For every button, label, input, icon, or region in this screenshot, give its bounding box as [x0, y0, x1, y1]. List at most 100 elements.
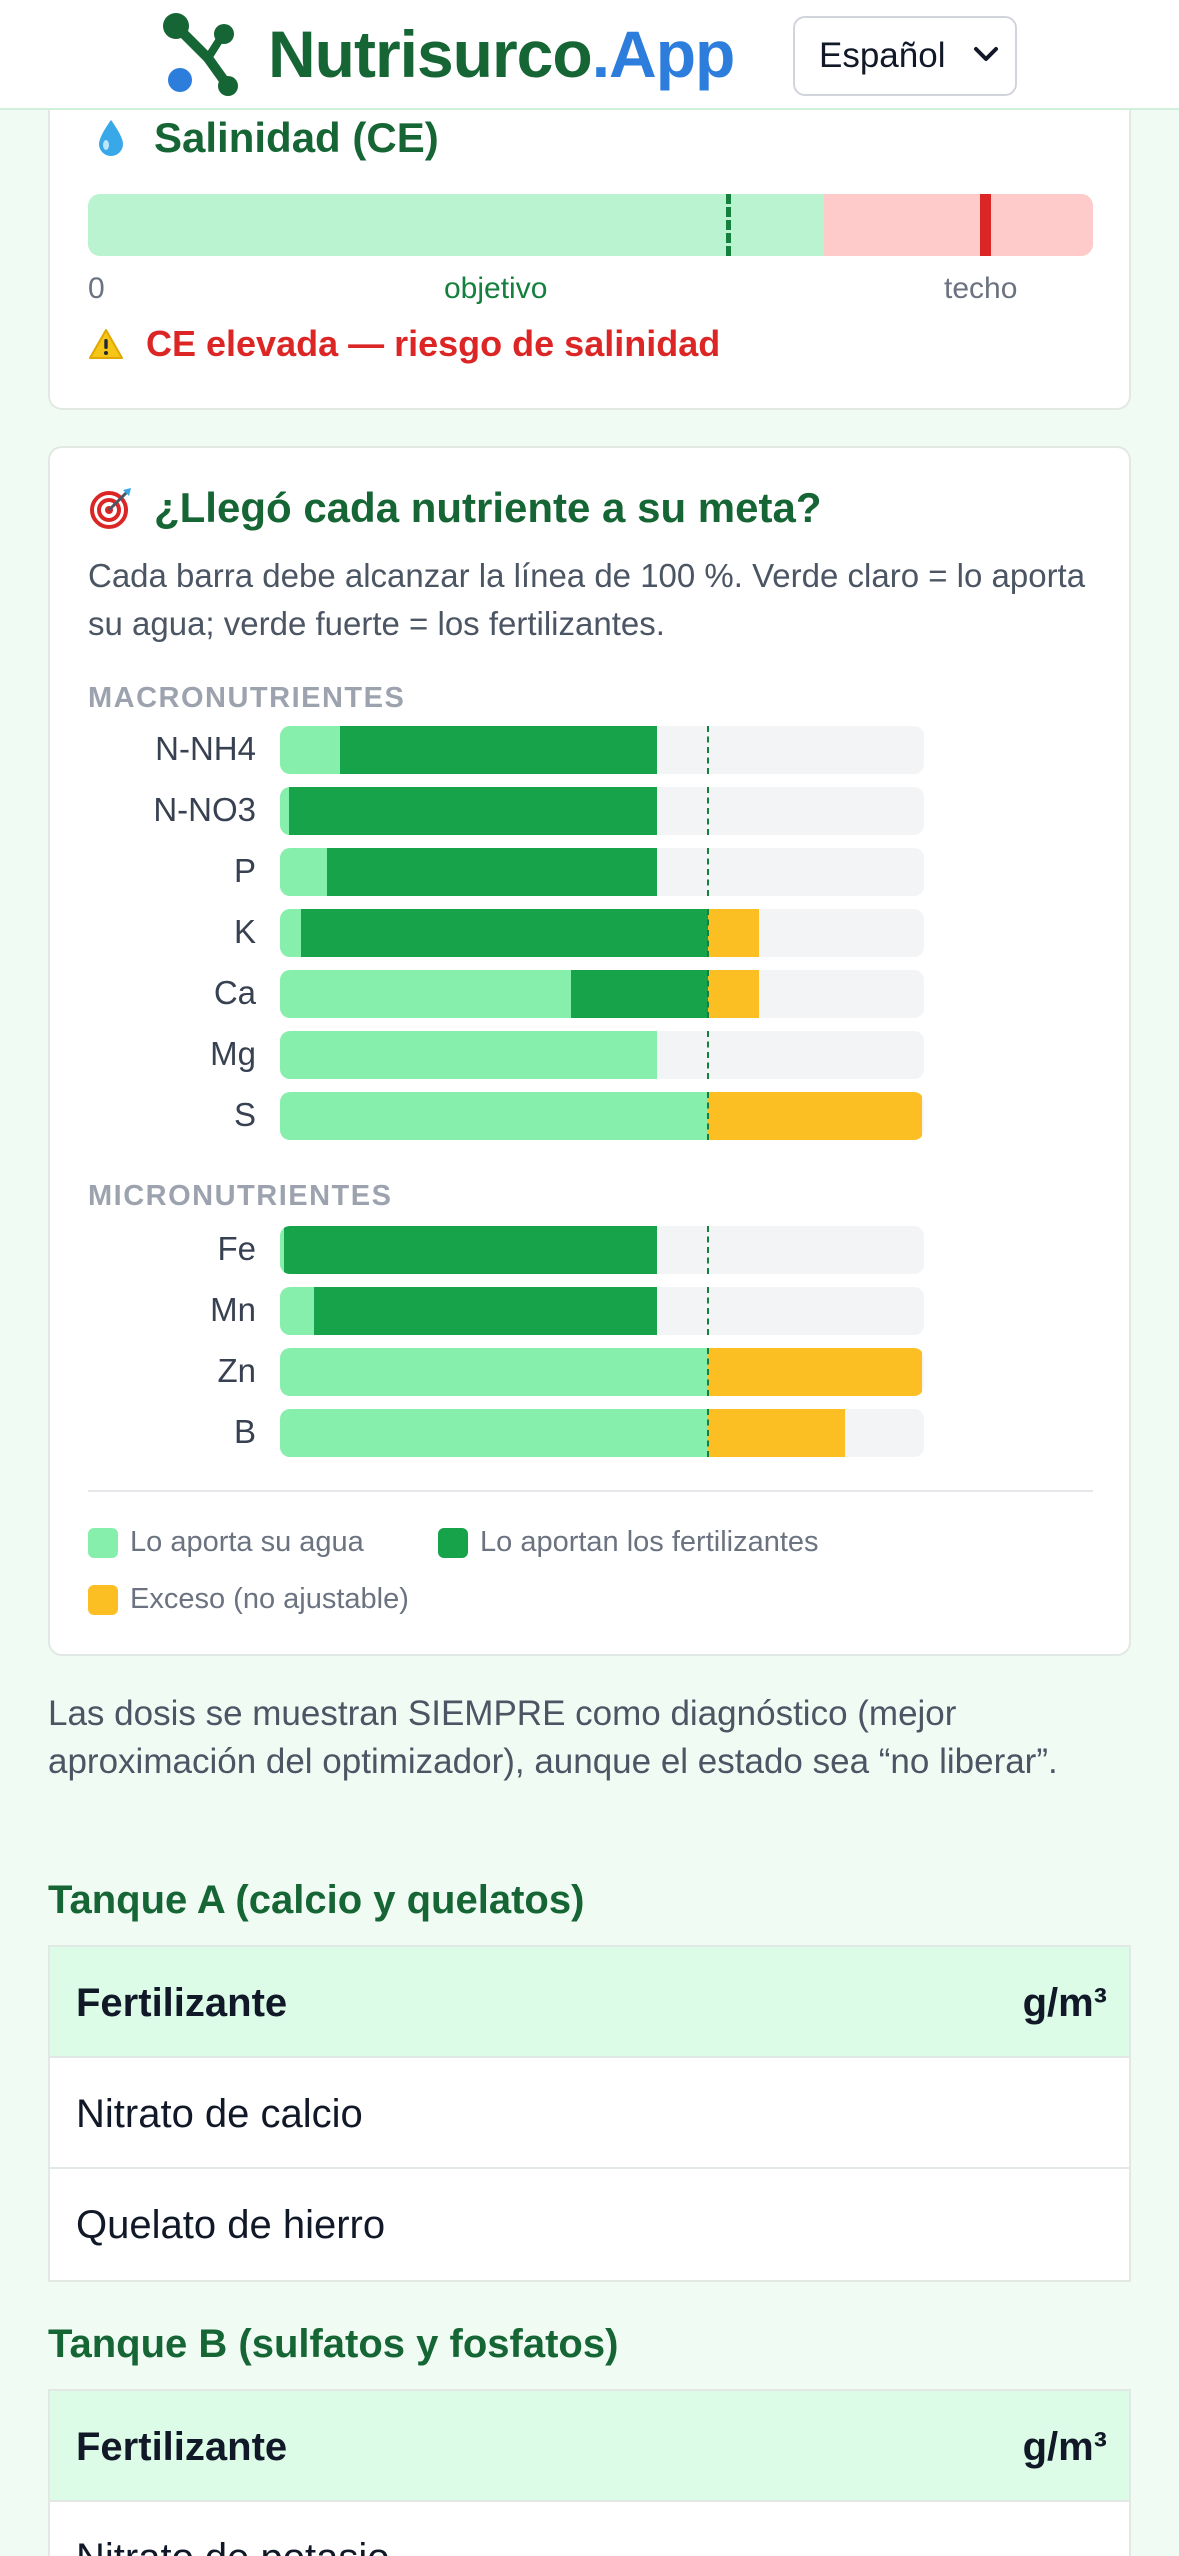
water-contribution-bar: [280, 1409, 708, 1457]
excess-bar: [708, 1348, 922, 1396]
brand-name[interactable]: Nutrisurco.App: [268, 14, 736, 94]
salinity-bar: [88, 194, 1093, 256]
target-100-line: [707, 1409, 709, 1457]
target-100-line: [707, 1287, 709, 1335]
target-100-line: [707, 1031, 709, 1079]
target-100-line: [707, 970, 709, 1018]
nutrient-label: B: [233, 1413, 256, 1450]
salinity-danger-zone: [823, 194, 1093, 256]
salinity-label-zero: 0: [88, 272, 105, 305]
tank-b-title: Tanque B (sulfatos y fosfatos): [48, 2322, 619, 2366]
nutrient-bar-track: [280, 1226, 924, 1274]
table-row: Quelato de hierro: [50, 2169, 1129, 2280]
fertilizer-name: Quelato de hierro: [76, 2203, 386, 2247]
table-row: Nitrato de calcio: [50, 2058, 1129, 2169]
nutrient-row-k: K: [50, 909, 1133, 957]
micronutrients-heading: MICRONUTRIENTES: [88, 1180, 393, 1212]
diagnostic-note: Las dosis se muestran SIEMPRE como diagn…: [48, 1694, 1058, 1781]
nutrient-label: Mn: [210, 1291, 256, 1328]
legend-excess-label: Exceso (no ajustable): [130, 1583, 409, 1615]
fertilizer-contribution-bar: [288, 787, 657, 835]
nutrient-bar-track: [280, 970, 924, 1018]
chevron-down-icon: [974, 47, 998, 61]
nutrient-row-mn: Mn: [50, 1287, 1133, 1335]
target-100-line: [707, 1348, 709, 1396]
nutrient-goal-card: ¿Llegó cada nutriente a su meta? Cada ba…: [48, 446, 1131, 1656]
nutrient-row-ca: Ca: [50, 970, 1133, 1018]
water-contribution-bar: [280, 787, 289, 835]
nutrient-row-n-nh4: N-NH4: [50, 726, 1133, 774]
nutrient-bar-track: [280, 848, 924, 896]
nutrient-row-fe: Fe: [50, 1226, 1133, 1274]
nutrient-label: Ca: [213, 974, 256, 1011]
fertilizer-contribution-bar: [284, 1226, 657, 1274]
macronutrients-heading: MACRONUTRIENTES: [88, 682, 406, 714]
brand-name-part2: .App: [591, 17, 736, 91]
target-100-line: [707, 848, 709, 896]
salinity-warning: CE elevada — riesgo de salinidad: [88, 323, 720, 365]
nutrient-label: K: [233, 913, 256, 950]
goal-title-text: ¿Llegó cada nutriente a su meta?: [154, 484, 822, 531]
legend-fertilizer-label: Lo aportan los fertilizantes: [480, 1526, 819, 1558]
salinity-label-ceiling: techo: [944, 272, 1018, 305]
table-header-row: Fertilizante g/m³: [50, 2391, 1129, 2502]
target-100-line: [707, 1226, 709, 1274]
excess-bar: [708, 970, 760, 1018]
nutrient-label: Mg: [210, 1035, 256, 1072]
water-contribution-bar: [280, 1031, 657, 1079]
nutrient-label: S: [233, 1096, 256, 1133]
nutrient-bar-track: [280, 726, 924, 774]
nutrient-bar-track: [280, 1092, 924, 1140]
nutrient-bar-track: [280, 787, 924, 835]
nutrient-row-p: P: [50, 848, 1133, 896]
water-drop-icon: [88, 115, 134, 161]
legend-divider: [88, 1490, 1093, 1492]
nutrient-row-zn: Zn: [50, 1348, 1133, 1396]
target-100-line: [707, 787, 709, 835]
water-contribution-bar: [280, 848, 328, 896]
nutrient-bar-track: [280, 1348, 924, 1396]
tank-a-table: Fertilizante g/m³ Nitrato de calcio Quel…: [48, 1945, 1131, 2282]
legend-fertilizer: Lo aportan los fertilizantes: [438, 1526, 819, 1559]
tank-b-table: Fertilizante g/m³ Nitrato de potasio: [48, 2389, 1131, 2556]
legend-water-label: Lo aporta su agua: [130, 1526, 364, 1558]
table-header-row: Fertilizante g/m³: [50, 1947, 1129, 2058]
nutrient-label: N-NO3: [153, 791, 256, 828]
language-selected-value: Español: [819, 36, 946, 75]
legend-water-swatch: [88, 1527, 118, 1558]
app-header: Nutrisurco.App Español: [0, 0, 1179, 110]
legend-fertilizer-swatch: [438, 1527, 468, 1558]
nutrient-bar-track: [280, 1409, 924, 1457]
table-row: Nitrato de potasio: [50, 2502, 1129, 2556]
excess-bar: [708, 1409, 845, 1457]
salinity-current-marker: [980, 194, 992, 256]
language-select[interactable]: Español: [793, 16, 1017, 96]
fertilizer-contribution-bar: [571, 970, 708, 1018]
water-contribution-bar: [280, 909, 302, 957]
goal-description: Cada barra debe alcanzar la línea de 100…: [88, 557, 1086, 642]
column-header-dose: g/m³: [1022, 1981, 1107, 2025]
nutrient-label: N-NH4: [155, 730, 256, 767]
legend-excess-swatch: [88, 1584, 118, 1615]
goal-title: ¿Llegó cada nutriente a su meta?: [88, 484, 821, 532]
salinity-title-text: Salinidad (CE): [154, 114, 439, 161]
fertilizer-contribution-bar: [339, 726, 657, 774]
nutrient-bar-track: [280, 1031, 924, 1079]
legend-water: Lo aporta su agua: [88, 1526, 364, 1559]
fertilizer-name: Nitrato de potasio: [76, 2536, 390, 2556]
nutrient-label: P: [233, 852, 256, 889]
nutrient-label: Zn: [217, 1352, 256, 1389]
tank-a-title: Tanque A (calcio y quelatos): [48, 1878, 585, 1922]
water-contribution-bar: [280, 726, 340, 774]
target-100-line: [707, 726, 709, 774]
nutrient-row-n-no3: N-NO3: [50, 787, 1133, 835]
water-contribution-bar: [280, 1287, 315, 1335]
target-100-line: [707, 909, 709, 957]
fertilizer-contribution-bar: [301, 909, 708, 957]
water-contribution-bar: [280, 970, 572, 1018]
warning-icon: [89, 329, 123, 359]
salinity-label-target: objetivo: [444, 272, 548, 305]
column-header-fertilizer: Fertilizante: [76, 1981, 288, 2025]
excess-bar: [708, 909, 760, 957]
salinity-title: Salinidad (CE): [88, 114, 439, 162]
